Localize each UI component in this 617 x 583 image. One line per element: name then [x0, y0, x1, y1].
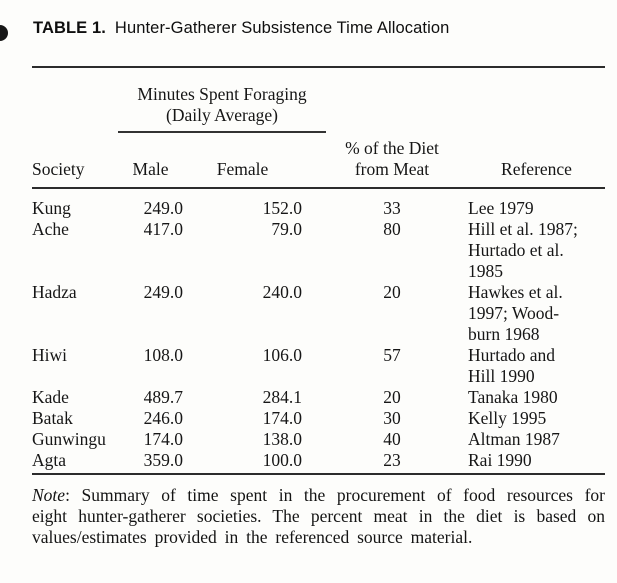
female-minutes-cell: 240.0	[262, 282, 302, 302]
column-header-pct-meat: % of the Diet from Meat	[345, 138, 439, 179]
male-minutes-cell: 249.0	[143, 198, 183, 218]
note-label: Note	[32, 485, 66, 505]
table-row: Batak 246.0 174.0 30 Kelly 1995	[32, 408, 605, 429]
male-minutes-cell: 246.0	[143, 408, 183, 428]
column-header-society: Society	[32, 159, 85, 179]
male-minutes-cell: 249.0	[143, 282, 183, 302]
reference-cell: Hawkes et al. 1997; Wood- burn 1968	[468, 282, 563, 344]
society-cell: Hiwi	[32, 345, 67, 365]
pct-meat-cell: 80	[383, 219, 401, 239]
male-minutes-cell: 489.7	[143, 387, 183, 407]
table-row: Hiwi 108.0 106.0 57 Hurtado and Hill 199…	[32, 345, 605, 387]
table-row: Ache 417.0 79.0 80 Hill et al. 1987; Hur…	[32, 219, 605, 282]
reference-cell: Rai 1990	[468, 450, 532, 470]
female-minutes-cell: 138.0	[262, 429, 302, 449]
table-row: Agta 359.0 100.0 23 Rai 1990	[32, 450, 605, 471]
society-cell: Batak	[32, 408, 73, 428]
table-row: Gunwingu 174.0 138.0 40 Altman 1987	[32, 429, 605, 450]
female-minutes-cell: 79.0	[271, 219, 302, 239]
society-cell: Gunwingu	[32, 429, 106, 449]
female-minutes-cell: 100.0	[262, 450, 302, 470]
table-row: Hadza 249.0 240.0 20 Hawkes et al. 1997;…	[32, 282, 605, 345]
pct-meat-cell: 40	[383, 429, 401, 449]
female-minutes-cell: 174.0	[262, 408, 302, 428]
pct-meat-cell: 20	[383, 282, 401, 302]
header-rule	[32, 187, 605, 189]
reference-cell: Hill et al. 1987; Hurtado et al. 1985	[468, 219, 578, 281]
table-row: Kade 489.7 284.1 20 Tanaka 1980	[32, 387, 605, 408]
table-caption: TABLE 1. Hunter-Gatherer Subsistence Time…	[33, 19, 449, 38]
male-minutes-cell: 359.0	[143, 450, 183, 470]
table-body: Kung 249.0 152.0 33 Lee 1979 Ache 417.0 …	[32, 189, 605, 471]
pct-meat-cell: 57	[383, 345, 401, 365]
reference-cell: Hurtado and Hill 1990	[468, 345, 555, 386]
column-header-reference: Reference	[501, 159, 572, 179]
reference-cell: Tanaka 1980	[468, 387, 558, 407]
male-minutes-cell: 108.0	[143, 345, 183, 365]
reference-cell: Altman 1987	[468, 429, 560, 449]
society-cell: Ache	[32, 219, 69, 239]
female-minutes-cell: 152.0	[262, 198, 302, 218]
bottom-rule	[32, 473, 605, 475]
column-header-male: Male	[132, 159, 169, 179]
male-minutes-cell: 174.0	[143, 429, 183, 449]
data-table: Minutes Spent Foraging (Daily Average) S…	[32, 82, 605, 548]
top-rule	[32, 66, 605, 68]
reference-cell: Kelly 1995	[468, 408, 547, 428]
spanner-heading-minutes-foraging: Minutes Spent Foraging (Daily Average)	[118, 84, 326, 133]
pct-meat-cell: 33	[383, 198, 401, 218]
note-text: : Summary of time spent in the procureme…	[32, 485, 605, 547]
reference-cell: Lee 1979	[468, 198, 534, 218]
pct-meat-cell: 20	[383, 387, 401, 407]
female-minutes-cell: 284.1	[262, 387, 302, 407]
society-cell: Kung	[32, 198, 71, 218]
table-number-label: TABLE 1.	[33, 19, 106, 37]
table-row: Kung 249.0 152.0 33 Lee 1979	[32, 198, 605, 219]
pct-meat-cell: 23	[383, 450, 401, 470]
column-header-female: Female	[216, 159, 269, 179]
scan-artifact-speck	[0, 25, 8, 41]
female-minutes-cell: 106.0	[262, 345, 302, 365]
society-cell: Kade	[32, 387, 69, 407]
society-cell: Hadza	[32, 282, 77, 302]
table-note: Note: Summary of time spent in the procu…	[32, 485, 605, 548]
male-minutes-cell: 417.0	[143, 219, 183, 239]
table-title-text: Hunter-Gatherer Subsistence Time Allocat…	[114, 19, 450, 37]
column-header-row: Society Male Female % of the Diet from M…	[32, 138, 605, 180]
pct-meat-cell: 30	[383, 408, 401, 428]
society-cell: Agta	[32, 450, 67, 470]
